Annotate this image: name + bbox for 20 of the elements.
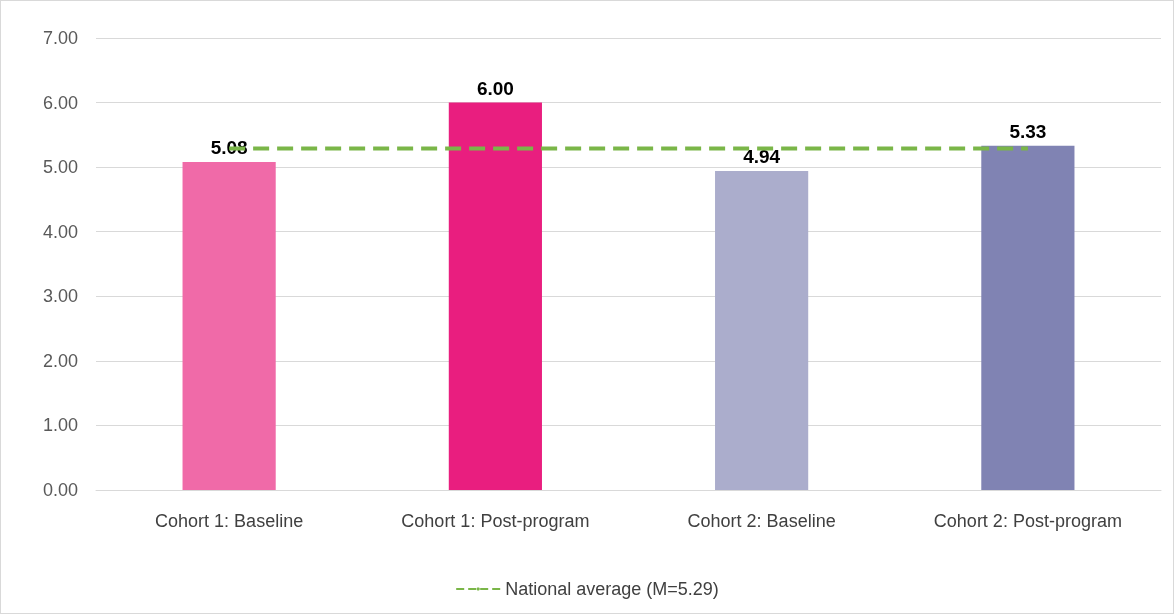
bar <box>981 145 1075 490</box>
y-tick-label: 3.00 <box>42 286 78 307</box>
bar <box>448 102 542 490</box>
bar <box>182 161 276 490</box>
y-tick-label: 4.00 <box>42 221 78 242</box>
bar <box>715 171 809 490</box>
y-tick-label: 6.00 <box>42 92 78 113</box>
y-tick-label: 0.00 <box>42 480 78 500</box>
y-tick-label: 7.00 <box>42 28 78 48</box>
data-label: 5.33 <box>1009 120 1047 142</box>
data-label: 6.00 <box>476 77 514 99</box>
x-tick-label: Cohort 1: Baseline <box>155 511 304 531</box>
x-tick-label: Cohort 1: Post-program <box>401 511 590 531</box>
x-tick-label: Cohort 2: Baseline <box>687 511 836 531</box>
y-tick-label: 2.00 <box>42 350 78 371</box>
y-tick-label: 5.00 <box>42 157 78 178</box>
data-label: 4.94 <box>743 146 781 168</box>
legend-label: National average (M=5.29) <box>505 579 719 599</box>
y-tick-label: 1.00 <box>42 415 78 436</box>
x-tick-label: Cohort 2: Post-program <box>933 511 1122 531</box>
